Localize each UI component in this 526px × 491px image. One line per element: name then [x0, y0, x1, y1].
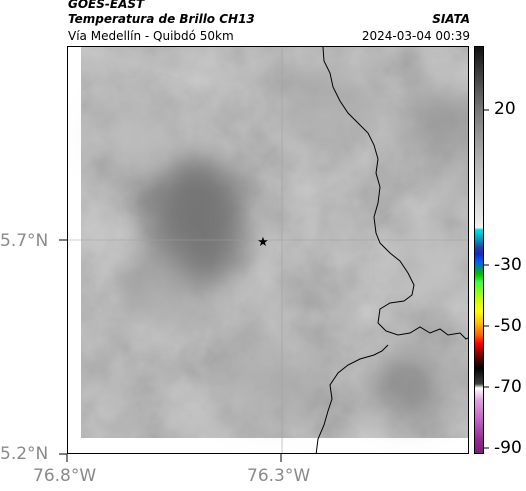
axis-ticks	[59, 239, 282, 462]
map-canvas: ★	[68, 47, 468, 453]
colorbar	[474, 46, 484, 454]
lon-tick-label: 76.8°W	[33, 466, 97, 486]
colorbar-label: -30	[494, 255, 522, 275]
satellite-map[interactable]: ★	[67, 46, 469, 454]
colorbar-label: -70	[494, 377, 522, 397]
satellite-title: GOES-EAST	[68, 0, 145, 11]
department-border	[315, 47, 468, 453]
colorbar-label: 20	[494, 99, 516, 119]
lat-tick-label: 5.2°N	[0, 444, 49, 464]
timestamp: 2024-03-04 00:39	[361, 29, 470, 43]
lon-tick-label: 76.3°W	[247, 466, 311, 486]
graticule	[68, 47, 468, 453]
lat-tick-label: 5.7°N	[0, 231, 49, 251]
colorbar-label: -50	[494, 316, 522, 336]
brightness-temperature-field	[81, 47, 468, 438]
star-icon[interactable]: ★	[257, 235, 269, 250]
colorbar-label: -90	[494, 438, 522, 458]
region-label: Vía Medellín - Quibdó 50km	[68, 29, 234, 43]
colorbar-ticks	[484, 109, 489, 449]
product-title: Temperatura de Brillo CH13	[68, 12, 255, 26]
agency-label: SIATA	[432, 12, 470, 26]
